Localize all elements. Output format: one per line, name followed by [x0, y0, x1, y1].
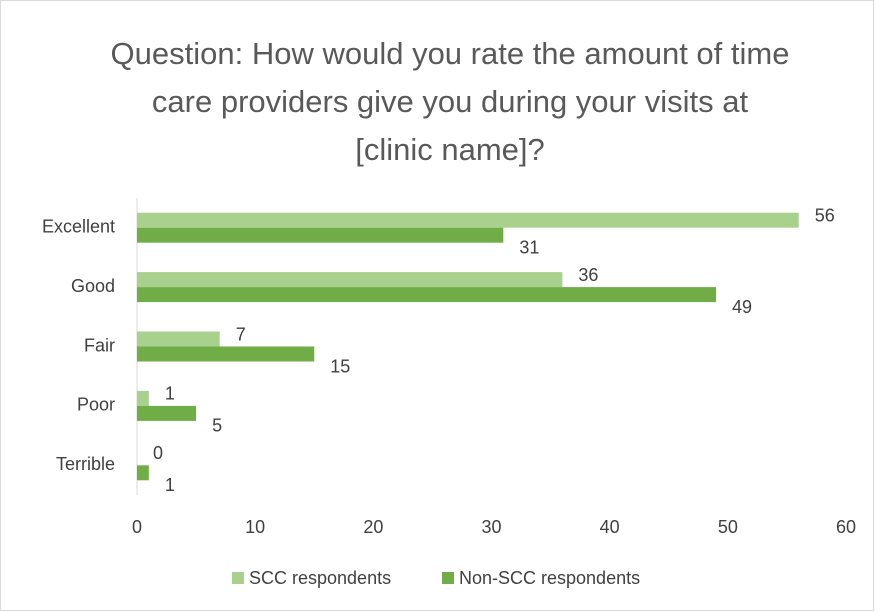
data-label: 31: [519, 237, 539, 257]
data-label: 0: [153, 443, 163, 463]
data-label: 7: [236, 324, 246, 344]
data-label: 1: [165, 475, 175, 495]
y-tick-label: Excellent: [42, 216, 115, 236]
bar: [137, 272, 563, 288]
chart-title: Question: How would you rate the amount …: [110, 36, 790, 167]
bar: [137, 405, 197, 421]
bar: [137, 227, 504, 243]
y-tick-label: Terrible: [56, 454, 115, 474]
bar: [137, 212, 799, 228]
x-tick-label: 0: [132, 517, 142, 537]
legend-swatch: [232, 572, 244, 584]
x-tick-label: 30: [481, 517, 501, 537]
x-tick-label: 10: [245, 517, 265, 537]
x-tick-label: 50: [718, 517, 738, 537]
x-tick-label: 20: [363, 517, 383, 537]
x-tick-label: 40: [600, 517, 620, 537]
bar: [137, 465, 149, 481]
bar: [137, 346, 315, 362]
y-tick-label: Fair: [84, 335, 115, 355]
data-label: 1: [165, 384, 175, 404]
data-label: 36: [578, 265, 598, 285]
y-tick-label: Good: [71, 276, 115, 296]
bar: [137, 331, 220, 347]
data-label: 49: [732, 297, 752, 317]
bar: [137, 287, 717, 303]
y-tick-label: Poor: [77, 395, 115, 415]
bar: [137, 390, 149, 406]
legend-label: SCC respondents: [249, 568, 391, 588]
x-tick-label: 60: [836, 517, 856, 537]
legend-label: Non-SCC respondents: [459, 568, 640, 588]
legend-swatch: [442, 572, 454, 584]
data-label: 5: [212, 416, 222, 436]
data-label: 56: [815, 205, 835, 225]
data-label: 15: [330, 356, 350, 376]
